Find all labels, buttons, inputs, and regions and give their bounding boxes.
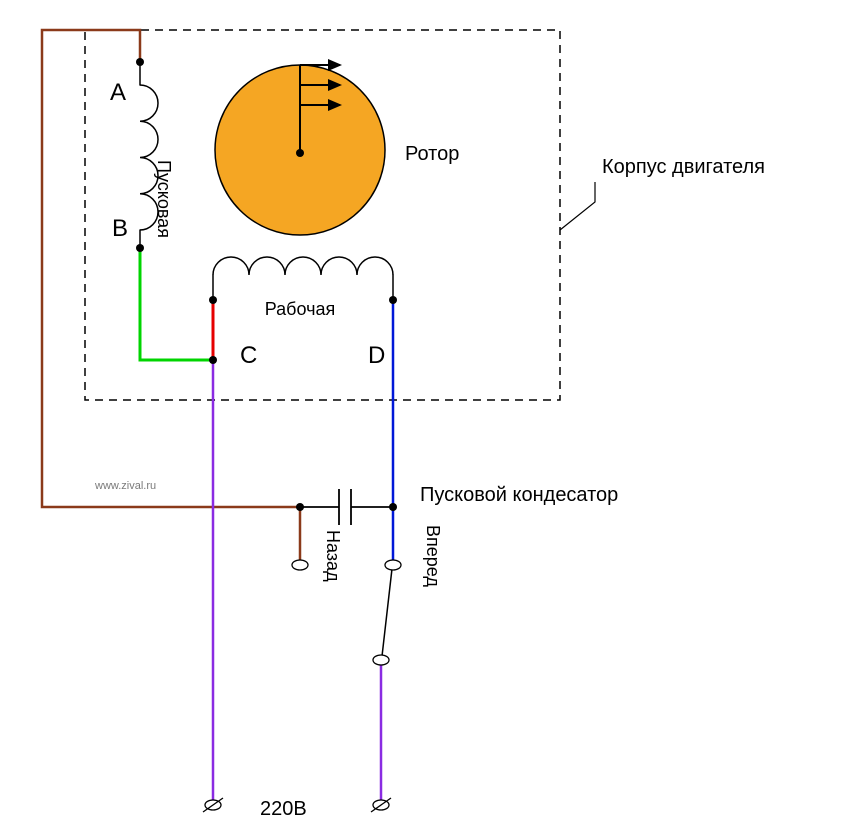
wire-black_switch (381, 560, 393, 665)
node-C-junction (209, 356, 217, 364)
label-C: C (240, 342, 257, 369)
switch-contact-top_l (292, 560, 308, 570)
node-A (136, 58, 144, 66)
node-C-upper (209, 296, 217, 304)
label-B: B (112, 215, 128, 242)
run-winding (213, 257, 393, 275)
switch-contact-bot (373, 655, 389, 665)
label-capacitor: Пусковой кондесатор (420, 484, 618, 506)
housing-callout-line (560, 182, 595, 230)
label-start-winding: Пусковая (154, 160, 174, 238)
label-back: Назад (323, 530, 343, 582)
label-rotor: Ротор (405, 143, 459, 165)
label-housing: Корпус двигателя (602, 156, 765, 178)
node-cap-right (389, 503, 397, 511)
label-D: D (368, 342, 385, 369)
label-forward: Вперед (423, 525, 443, 587)
node-cap-left (296, 503, 304, 511)
label-A: A (110, 79, 126, 106)
rotor-center-dot (296, 149, 304, 157)
label-run-winding: Рабочая (265, 299, 335, 319)
switch-contact-top_r (385, 560, 401, 570)
node-D (389, 296, 397, 304)
node-B (136, 244, 144, 252)
watermark: www.zival.ru (94, 480, 156, 492)
wire-green_BC (140, 248, 213, 360)
label-220v: 220В (260, 798, 307, 820)
